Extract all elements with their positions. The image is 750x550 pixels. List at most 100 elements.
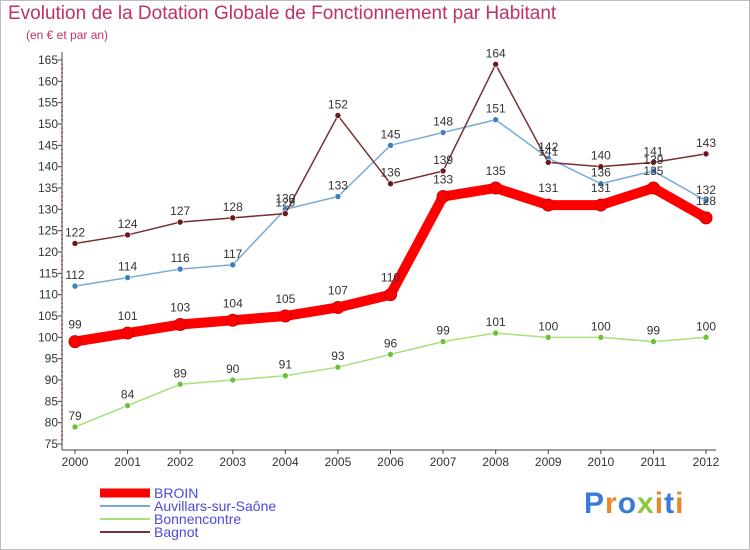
data-label: 112 — [65, 268, 84, 282]
data-label: 164 — [486, 46, 506, 60]
data-point — [331, 300, 345, 314]
y-tick-label: 150 — [38, 117, 58, 131]
data-point — [334, 112, 342, 119]
x-tick-label: 2012 — [693, 455, 720, 469]
x-tick-label: 2004 — [272, 455, 299, 469]
data-label: 99 — [436, 324, 450, 338]
data-point — [124, 402, 131, 409]
logo-letter: o — [617, 487, 638, 520]
data-point — [124, 274, 131, 281]
chart-title: Evolution de la Dotation Globale de Fonc… — [8, 3, 557, 24]
data-label: 114 — [118, 260, 137, 274]
data-label: 145 — [380, 127, 400, 141]
data-label: 131 — [591, 181, 611, 195]
data-label: 133 — [328, 179, 348, 193]
data-point — [492, 60, 499, 68]
data-point — [650, 338, 657, 345]
data-point — [544, 159, 552, 166]
data-label: 107 — [328, 283, 348, 297]
data-point — [282, 372, 289, 380]
data-label: 139 — [433, 153, 453, 167]
data-point — [68, 335, 82, 349]
logo-letter: r — [605, 487, 618, 520]
data-point — [492, 116, 499, 124]
data-label: 91 — [279, 358, 293, 372]
data-label: 130 — [275, 191, 295, 205]
data-label: 93 — [331, 349, 345, 363]
y-tick-label: 155 — [38, 96, 58, 110]
x-tick-label: 2002 — [167, 455, 194, 469]
y-tick-label: 105 — [38, 309, 58, 323]
y-tick-label: 90 — [45, 373, 59, 387]
x-tick-label: 2003 — [219, 455, 246, 469]
data-label: 148 — [433, 115, 453, 129]
data-point — [646, 181, 660, 195]
data-point — [176, 265, 184, 273]
data-point — [71, 423, 79, 431]
data-point — [282, 210, 289, 217]
data-point — [439, 167, 447, 175]
data-point — [384, 288, 397, 302]
y-tick-label: 145 — [38, 138, 58, 152]
data-point — [71, 282, 79, 290]
data-point — [439, 129, 447, 136]
series-bonnencontre — [71, 329, 710, 431]
data-label: 105 — [275, 292, 295, 306]
data-label: 132 — [696, 183, 716, 197]
data-point — [124, 231, 131, 239]
data-label: 116 — [171, 251, 190, 265]
data-label: 99 — [68, 318, 82, 332]
data-label: 142 — [538, 140, 558, 154]
data-point — [387, 142, 394, 149]
legend-label-bonnencontre: Bonnencontre — [154, 511, 241, 527]
data-point — [436, 190, 450, 204]
logo-letter: P — [584, 487, 606, 520]
data-point — [229, 261, 237, 269]
y-tick-label: 130 — [38, 202, 58, 216]
y-tick-label: 75 — [45, 437, 59, 451]
y-tick-label: 95 — [45, 352, 59, 366]
data-label: 101 — [118, 309, 138, 323]
data-point — [597, 334, 605, 341]
data-label: 131 — [538, 181, 558, 195]
data-label: 136 — [591, 166, 611, 180]
x-tick-label: 2008 — [482, 455, 509, 469]
data-point — [439, 338, 447, 345]
data-label: 100 — [696, 319, 716, 333]
data-labels-layer: 112 114 116 117 130 133 145 148 151 142 136 139 132 7… — [65, 46, 716, 423]
x-tick-label: 2011 — [641, 455, 667, 469]
y-tick-label: 80 — [45, 416, 59, 430]
data-label: 89 — [173, 366, 187, 380]
data-point — [702, 197, 710, 205]
data-point — [594, 198, 608, 212]
series-layer — [68, 60, 713, 431]
data-point — [702, 334, 710, 341]
legend-label-bagnot: Bagnot — [154, 524, 198, 540]
data-point — [597, 163, 605, 170]
data-point — [278, 309, 292, 323]
data-label: 141 — [643, 144, 663, 158]
x-tick-label: 2010 — [587, 455, 614, 469]
data-label: 143 — [696, 136, 716, 150]
data-point — [544, 334, 552, 341]
data-point — [387, 180, 394, 188]
data-label: 136 — [380, 166, 400, 180]
data-label: 117 — [223, 247, 242, 261]
legend-label-auvillars-sur-sa-ne: Auvillars-sur-Saône — [154, 498, 276, 514]
proxiti-logo: Proxiti — [584, 487, 684, 521]
y-tick-label: 110 — [39, 288, 58, 302]
x-tick-label: 2009 — [535, 455, 562, 469]
data-point — [650, 167, 657, 175]
y-tick-label: 125 — [38, 224, 58, 238]
logo-letter: i — [675, 487, 685, 520]
data-label: 103 — [170, 301, 190, 315]
data-point — [334, 193, 342, 200]
series-broin — [68, 181, 713, 349]
x-tick-label: 2000 — [62, 455, 89, 469]
data-label: 84 — [121, 388, 135, 402]
data-point — [597, 180, 605, 188]
x-tick-label: 2006 — [377, 455, 404, 469]
data-label: 79 — [68, 409, 82, 423]
y-tick-label: 115 — [39, 266, 58, 280]
